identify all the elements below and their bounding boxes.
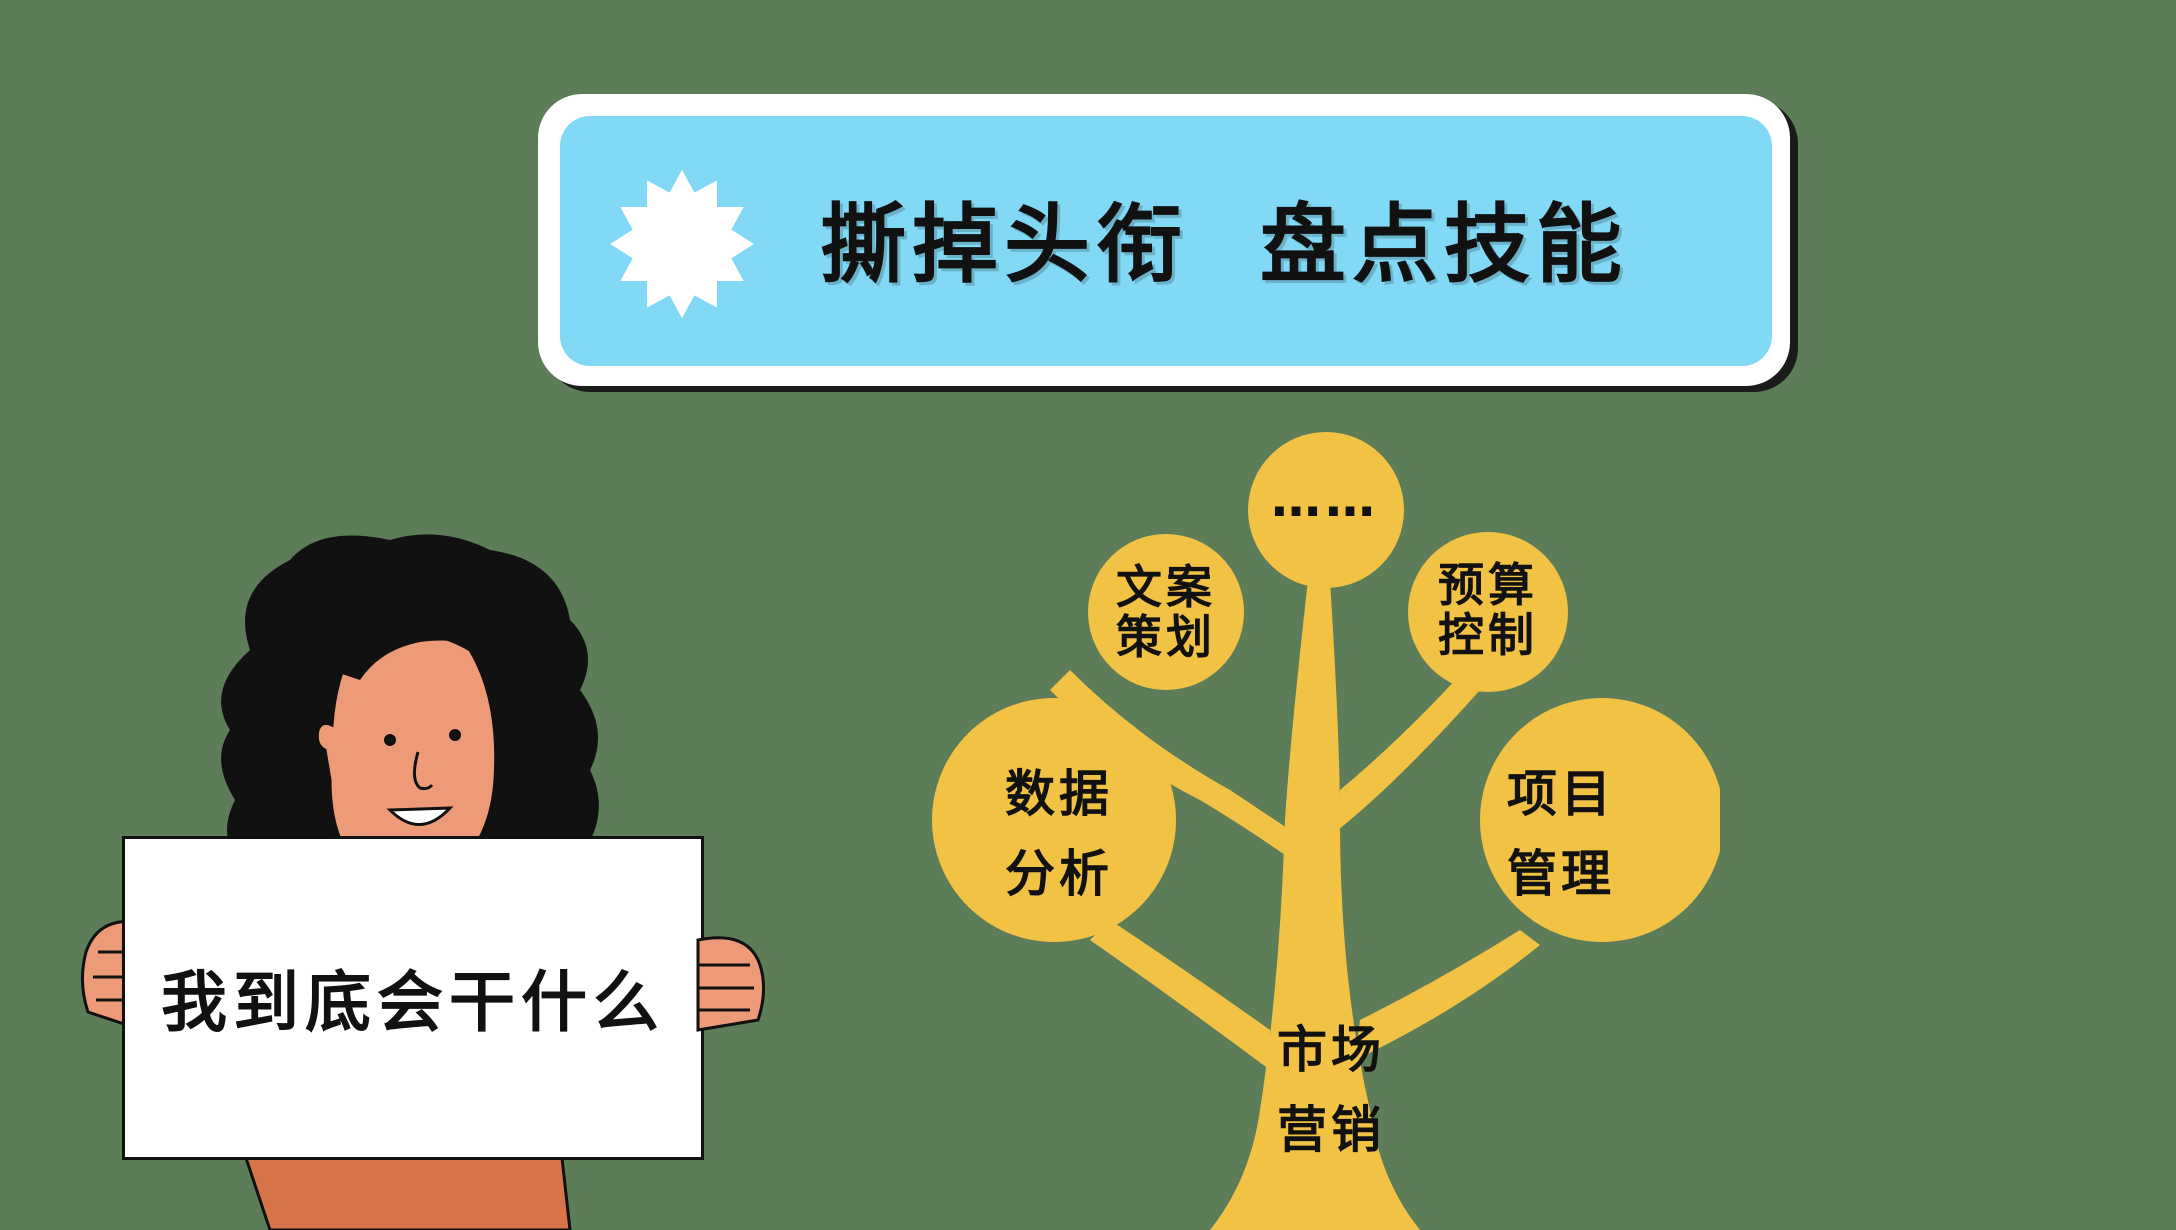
page-title: 撕掉头衔 盘点技能 (820, 195, 1628, 295)
tree-trunk (1210, 580, 1420, 1230)
node-top-label: …… (1271, 470, 1379, 528)
node-top (1248, 432, 1404, 588)
sun-burst-icon (610, 169, 754, 319)
node-project (1480, 698, 1720, 942)
node-copywriting (1088, 534, 1244, 690)
skills-tree (932, 432, 1720, 1230)
tree-trunk-label: 市场 营销 (1277, 1021, 1385, 1159)
title-banner-inner (560, 116, 1772, 366)
node-data-label: 数据 分析 (1005, 765, 1113, 903)
node-budget-label: 预算 控制 (1438, 558, 1538, 662)
node-copywriting-label: 文案 策划 (1116, 560, 1216, 664)
node-budget (1408, 532, 1568, 692)
sign-text: 我到底会干什么 (161, 964, 665, 1041)
branch-data (1090, 920, 1270, 1070)
right-hand (696, 936, 765, 1032)
node-data (932, 698, 1176, 942)
node-project-label: 项目 管理 (1507, 765, 1615, 903)
branch-project (1355, 930, 1540, 1060)
sign-board: 我到底会干什么 (122, 836, 704, 1160)
branch-budget (1338, 675, 1480, 830)
